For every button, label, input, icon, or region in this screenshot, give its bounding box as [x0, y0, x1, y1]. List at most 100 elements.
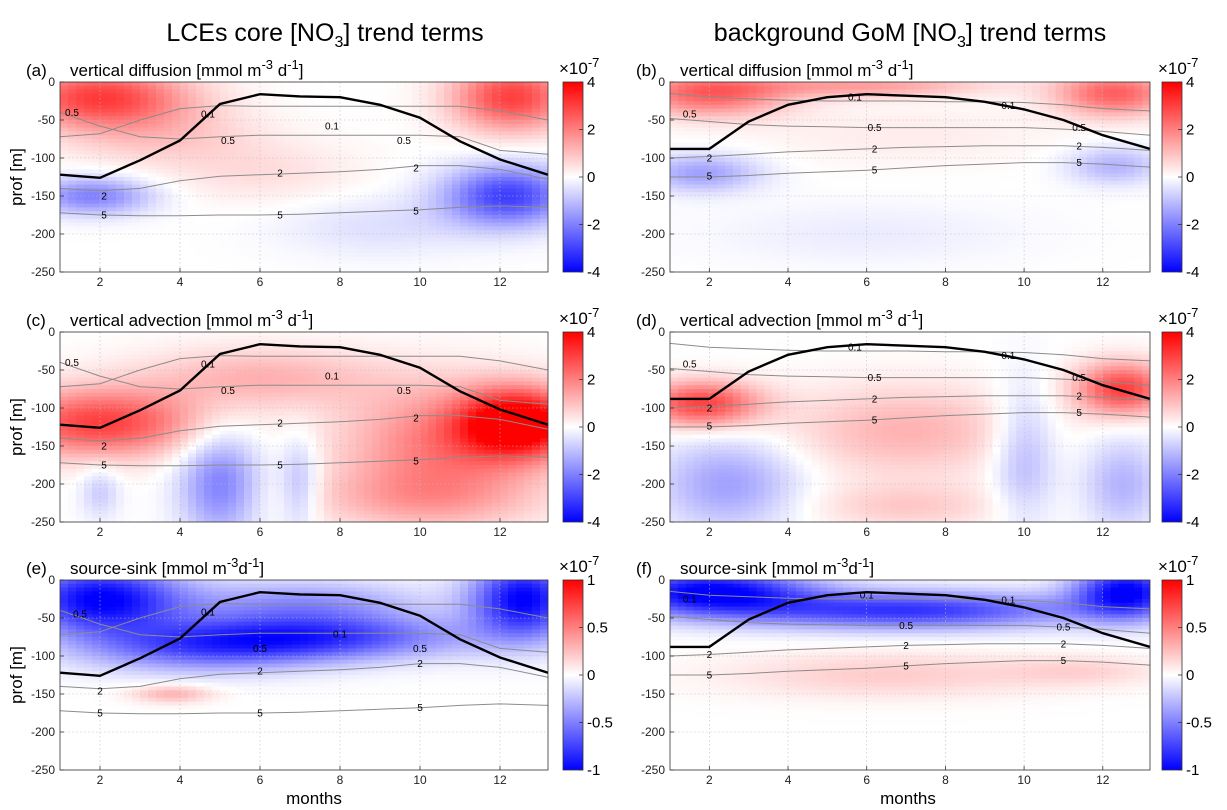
contour-label: 5 — [417, 703, 423, 714]
x-tick-label: 4 — [177, 275, 184, 289]
contour-label: 0.1 — [201, 109, 215, 120]
panel-letter: (b) — [636, 61, 657, 80]
contour-label: 0.5 — [868, 123, 882, 134]
colorbar-tick-label: -2 — [1186, 217, 1199, 234]
colorbar-tick-label: 0.5 — [587, 620, 608, 637]
colorbar: 4 2 0 -2 -4 ×10-7 — [1158, 305, 1199, 531]
x-tick-label: 12 — [1096, 773, 1110, 787]
nitrate-contour-0.1 — [670, 92, 1150, 112]
contour-label: 0.5 — [221, 386, 235, 397]
colorbar-tick-label: 0 — [1186, 169, 1194, 186]
x-tick-label: 4 — [785, 773, 792, 787]
x-tick-label: 8 — [337, 275, 344, 289]
x-tick-label: 10 — [1017, 525, 1031, 539]
colorbar-tick-label: -4 — [1186, 264, 1199, 281]
y-tick-label: -250 — [31, 515, 55, 529]
colorbar-tick-label: 4 — [587, 324, 595, 341]
contour-label: 0.1 — [1001, 101, 1015, 112]
plot-frame — [59, 331, 549, 523]
contour-label: 0.1 — [333, 629, 347, 640]
nitrate-contour-5 — [670, 660, 1150, 676]
nitrate-contour-0.5 — [670, 616, 1150, 634]
colorbar-exponent: ×10-7 — [1158, 553, 1198, 576]
contour-label: 2 — [101, 442, 107, 453]
y-tick-label: 0 — [48, 75, 55, 89]
nitrate-contour-0.5 — [670, 368, 1150, 386]
x-tick-label: 12 — [1096, 275, 1110, 289]
nitrate-contour-0.1 — [60, 603, 548, 636]
x-tick-label: 2 — [97, 275, 104, 289]
nitrate-contour-5 — [670, 412, 1150, 428]
contour-label: 5 — [413, 207, 419, 218]
colorbar-tick-label: 2 — [1186, 122, 1194, 139]
contour-label: 0.1 — [201, 607, 215, 618]
colorbar-tick-label: 0 — [587, 169, 595, 186]
contour-label: 2 — [97, 686, 103, 697]
y-tick-label: -50 — [648, 113, 666, 127]
contour-label: 2 — [413, 163, 419, 174]
column-title-left: LCEs core [NO3] trend terms — [166, 19, 483, 51]
y-tick-label: 0 — [658, 75, 665, 89]
heatmap-field — [60, 82, 548, 272]
x-tick-label: 2 — [706, 525, 713, 539]
x-tick-label: 6 — [257, 275, 264, 289]
contour-label: 0.1 — [201, 359, 215, 370]
x-tick-label: 4 — [785, 525, 792, 539]
y-tick-label: -100 — [641, 151, 665, 165]
panel-a: 0.5 0.1 0.1 0.5 0.5 2 2 2 5 5 5 2 4 6 8 10 12 0 -50 -100 -15… — [7, 55, 600, 289]
nitrate-contour-2 — [60, 415, 548, 442]
x-tick-label: 10 — [1017, 275, 1031, 289]
contour-label: 2 — [413, 413, 419, 424]
y-tick-label: -100 — [641, 649, 665, 663]
y-tick-label: 0 — [658, 573, 665, 587]
contour-label: 0.5 — [868, 373, 882, 384]
colorbar: 1 0.5 0 -0.5 -1 ×10-7 — [559, 553, 613, 779]
panel-title: vertical diffusion [mmol m-3 d-1] — [70, 57, 304, 80]
panel-letter: (d) — [636, 311, 657, 330]
contour-label: 0.1 — [848, 343, 862, 354]
nitrate-contour-2 — [670, 643, 1150, 657]
colorbar-tick-label: 1 — [587, 572, 595, 589]
contour-label: 0.5 — [1072, 373, 1086, 384]
contour-label: 0.1 — [683, 595, 697, 606]
nitrate-contour-0.5 — [60, 609, 548, 653]
y-tick-label: -250 — [31, 763, 55, 777]
contour-label: 0.5 — [899, 621, 913, 632]
contour-label: 0.1 — [325, 372, 339, 383]
y-tick-label: 0 — [658, 325, 665, 339]
heatmap-field — [670, 332, 1150, 522]
contour-label: 0.5 — [65, 108, 79, 119]
y-axis-label: prof [m] — [7, 398, 26, 456]
contour-label: 2 — [277, 419, 283, 430]
colorbar-tick-label: 0 — [1186, 419, 1194, 436]
panel-letter: (f) — [636, 559, 652, 578]
x-tick-label: 12 — [493, 773, 507, 787]
x-tick-label: 12 — [493, 275, 507, 289]
contour-label: 5 — [707, 172, 713, 183]
colorbar-tick-label: 1 — [1186, 572, 1194, 589]
contour-label: 5 — [707, 671, 713, 682]
contour-label: 5 — [97, 709, 103, 720]
contour-label: 5 — [413, 457, 419, 468]
nitrate-contour-2 — [60, 165, 548, 192]
nitrate-contour-5 — [60, 703, 548, 715]
contour-label: 2 — [101, 192, 107, 203]
y-tick-label: -200 — [641, 477, 665, 491]
y-tick-label: -100 — [31, 151, 55, 165]
x-tick-label: 12 — [1096, 525, 1110, 539]
x-tick-label: 8 — [942, 773, 949, 787]
colorbar-tick-label: -2 — [587, 467, 600, 484]
colorbar-tick-label: -2 — [1186, 467, 1199, 484]
contour-label: 5 — [903, 661, 909, 672]
y-tick-label: -150 — [31, 687, 55, 701]
x-tick-label: 10 — [413, 275, 427, 289]
panel-title: vertical advection [mmol m-3 d-1] — [680, 307, 923, 330]
x-axis-label-right: months — [880, 789, 936, 808]
colorbar-tick-label: -0.5 — [1186, 715, 1212, 732]
colorbar-tick-label: 2 — [587, 122, 595, 139]
colorbar-tick-label: 2 — [1186, 372, 1194, 389]
nitrate-contour-0.1 — [670, 590, 1150, 610]
y-tick-label: -100 — [31, 401, 55, 415]
x-tick-label: 6 — [257, 773, 264, 787]
